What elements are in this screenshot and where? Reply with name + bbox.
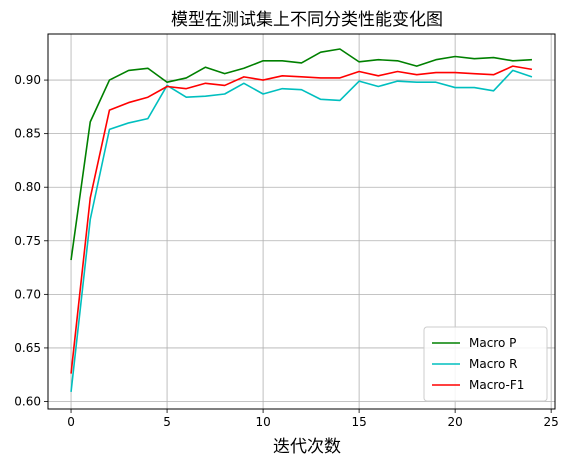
legend-label: Macro R	[469, 357, 517, 371]
x-tick-label: 10	[255, 415, 270, 429]
series-line-macro-f1	[70, 65, 533, 374]
x-tick-label: 25	[544, 415, 559, 429]
chart-title: 模型在测试集上不同分类性能变化图	[171, 10, 443, 30]
x-tick-label: 0	[67, 415, 75, 429]
legend-label: Macro-F1	[469, 378, 524, 392]
y-tick-label: 0.90	[14, 73, 41, 87]
x-tick-label: 15	[351, 415, 366, 429]
legend-box	[423, 326, 548, 402]
ticks: 0 5 10 15 20 25 0.60 0.65 0.70 0.75 0.80 0.85 0.90	[14, 73, 559, 429]
legend-label: Macro P	[469, 336, 516, 350]
series-line-macro-r	[70, 69, 533, 392]
y-tick-label: 0.80	[14, 180, 41, 194]
y-tick-label: 0.70	[14, 287, 41, 301]
y-tick-label: 0.65	[14, 341, 41, 355]
y-tick-label: 0.60	[14, 395, 41, 409]
legend: Macro P Macro R Macro-F1	[423, 326, 548, 402]
plot-frame	[47, 33, 556, 410]
y-tick-label: 0.75	[14, 234, 41, 248]
y-tick-label: 0.85	[14, 127, 41, 141]
grid	[48, 34, 555, 409]
series-layer	[70, 48, 533, 392]
x-tick-label: 5	[163, 415, 171, 429]
series-line-macro-p	[70, 48, 532, 261]
x-axis-title: 迭代次数	[273, 437, 341, 457]
x-tick-label: 20	[447, 415, 462, 429]
